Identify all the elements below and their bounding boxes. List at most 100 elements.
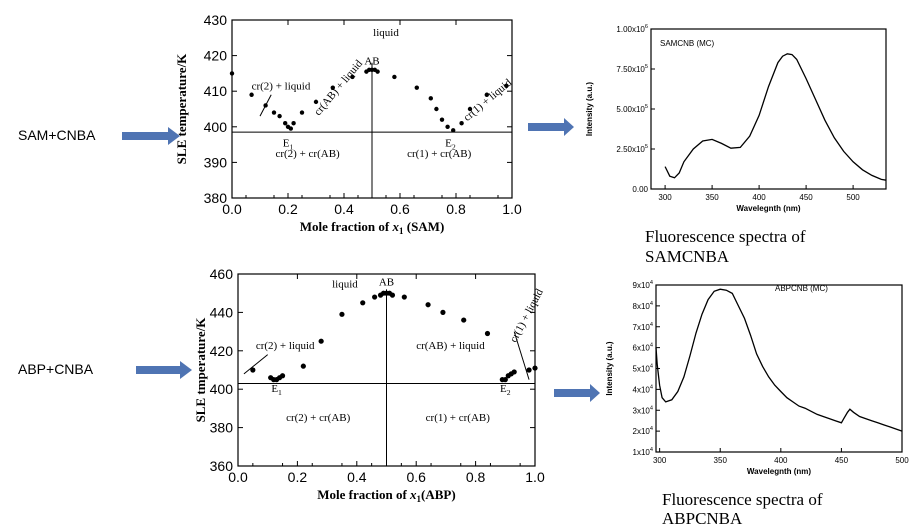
- y-tick-label: 4x104: [633, 384, 653, 394]
- x-tick-label: 300: [658, 193, 672, 202]
- data-point: [250, 367, 256, 373]
- leader-line: [259, 94, 272, 117]
- plot-frame: [655, 284, 903, 453]
- data-point: [249, 92, 254, 97]
- y-tick-label: 360: [210, 458, 234, 474]
- x-axis-label: Mole fraction of x1(ABP): [317, 487, 455, 504]
- annotation-cr2-liquid: cr(2) + liquid: [252, 80, 311, 92]
- chart-sle-abp: 0.0 0.2 0.4 0.6 0.8 1.0 360 380 400 420 440 460 SLE …: [193, 266, 546, 504]
- data-point: [318, 338, 324, 344]
- x-axis-label: Wavelegnth (nm): [747, 467, 811, 476]
- data-point: [504, 83, 509, 89]
- x-tick-label: 0.2: [288, 469, 308, 485]
- data-point: [277, 113, 282, 119]
- x-tick-label: 0.4: [334, 201, 354, 217]
- y-tick-label: 2.50x105: [616, 144, 648, 154]
- annotation-cr2-crab: cr(2) + cr(AB): [286, 412, 351, 424]
- x-axis-label: Wavelegnth (nm): [736, 204, 800, 213]
- y-tick-label: 0.00: [632, 185, 648, 194]
- label-abp-cnba: ABP+CNBA: [18, 361, 94, 377]
- chart-title: ABPCNB (MC): [775, 284, 828, 293]
- y-tick-label: 430: [204, 12, 228, 28]
- data-point: [484, 330, 491, 337]
- data-point: [440, 309, 446, 315]
- series-line: [664, 53, 887, 181]
- y-axis-label: SLE tmperature/K: [193, 317, 208, 423]
- chart-sle-sam: 0.0 0.2 0.4 0.6 0.8 1.0 380 390 400 410 420 430 SLE …: [174, 12, 522, 236]
- annotation-cr1-liquid: cr(1) + liquid: [508, 287, 546, 345]
- x-tick-label: 0.6: [406, 469, 426, 485]
- data-point: [360, 300, 366, 306]
- data-point: [484, 92, 489, 97]
- data-point: [414, 85, 419, 90]
- data-point: [350, 74, 355, 80]
- data-point: [229, 71, 235, 76]
- leader-line: [513, 331, 530, 380]
- annotation-e1: E1: [283, 137, 294, 151]
- y-tick-label: 2x104: [633, 426, 653, 436]
- y-tick-label: 440: [210, 304, 234, 320]
- y-tick-label: 380: [204, 190, 228, 206]
- plot-frame: [650, 28, 887, 190]
- annotation-ab: AB: [379, 277, 394, 289]
- y-tick-label: 9x104: [633, 280, 653, 290]
- x-tick-label: 0.6: [390, 201, 410, 217]
- data-point: [372, 294, 378, 300]
- data-point: [271, 110, 277, 115]
- data-point: [339, 311, 345, 317]
- data-point: [526, 367, 532, 373]
- x-tick-label: 400: [752, 193, 766, 202]
- caption-fluor-abp-line1: Fluorescence spectra of: [662, 490, 823, 509]
- y-tick-label: 7x104: [633, 322, 653, 332]
- chart-fluor-sam: 300 350 400 450 500 0.00 2.50x105 5.00x105 7.50x…: [585, 24, 887, 213]
- y-tick-label: 7.50x105: [616, 64, 648, 74]
- y-tick-label: 5.00x105: [616, 104, 648, 114]
- data-point: [425, 302, 431, 308]
- y-tick-label: 420: [204, 48, 228, 64]
- x-tick-label: 0.2: [278, 201, 298, 217]
- data-point: [300, 363, 306, 369]
- x-tick-label: 450: [799, 193, 813, 202]
- x-tick-label: 500: [895, 456, 909, 465]
- arrow-right-icon: [528, 118, 574, 136]
- x-tick-label: 0.0: [228, 469, 248, 485]
- annotation-crab-liquid: cr(AB) + liquid: [312, 57, 366, 118]
- y-tick-label: 1x104: [633, 447, 653, 457]
- x-tick-label: 350: [714, 456, 728, 465]
- data-point: [434, 106, 439, 112]
- caption-fluor-sam-line1: Fluorescence spectra of: [645, 227, 806, 246]
- chart-fluor-abp: 300 350 400 450 500 1x104 2x104 3x104 4x104 5x104…: [605, 280, 909, 476]
- annotation-cr1-crab: cr(1) + cr(AB): [426, 412, 491, 424]
- data-point: [330, 85, 335, 90]
- data-point: [375, 69, 380, 74]
- x-tick-label: 1.0: [525, 469, 545, 485]
- data-point: [461, 317, 467, 323]
- x-tick-label: 0.4: [347, 469, 367, 485]
- y-tick-label: 3x104: [633, 405, 653, 415]
- data-point: [389, 292, 396, 298]
- y-tick-label: 390: [204, 154, 228, 170]
- caption-fluor-abp-line2: ABPCNBA: [662, 509, 743, 528]
- annotation-e1: E1: [271, 383, 282, 397]
- arrow-right-icon: [122, 127, 180, 145]
- y-tick-label: 400: [210, 381, 234, 397]
- arrow-right-icon: [554, 384, 600, 402]
- data-point: [283, 121, 288, 126]
- annotation-cr2-liquid: cr(2) + liquid: [256, 340, 315, 352]
- y-axis-label: Intensity (a.u.): [605, 341, 614, 396]
- data-point: [299, 110, 305, 115]
- annotation-liquid: liquid: [373, 27, 399, 39]
- y-tick-label: 1.00x106: [616, 24, 648, 34]
- annotation-cr1-liquid: cr(1) + liquid: [461, 76, 514, 123]
- x-tick-label: 300: [653, 456, 667, 465]
- annotation-cr1-crab: cr(1) + cr(AB): [407, 148, 472, 160]
- data-point: [279, 373, 286, 379]
- data-point: [401, 294, 407, 300]
- x-tick-label: 350: [705, 193, 719, 202]
- x-tick-label: 450: [835, 456, 849, 465]
- data-point: [392, 74, 397, 80]
- y-tick-label: 8x104: [633, 301, 653, 311]
- annotation-crab-liquid: cr(AB) + liquid: [416, 340, 485, 352]
- y-axis-label: Intensity (a.u.): [585, 82, 594, 137]
